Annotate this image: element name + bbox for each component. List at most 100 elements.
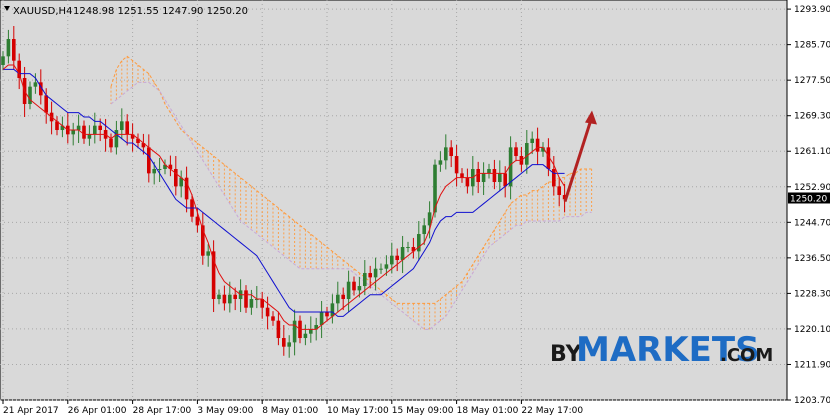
candle-body <box>39 82 43 96</box>
y-tick-label: 1269.30 <box>794 112 830 122</box>
candle-body <box>449 147 453 157</box>
plot-area[interactable] <box>0 0 788 401</box>
candle-body <box>379 268 383 270</box>
candle-body <box>444 147 448 161</box>
candle-body <box>222 294 227 304</box>
chart-header: XAUUSD,H4 1248.98 1251.55 1247.90 1250.2… <box>4 6 248 17</box>
candle-body <box>492 169 497 183</box>
candle-body <box>341 294 345 300</box>
candle-body <box>395 255 399 261</box>
candle-body <box>211 251 216 300</box>
candle-body <box>357 286 362 291</box>
candle-body <box>114 130 119 148</box>
candle-body <box>276 320 281 339</box>
tenkan-sen-line <box>2 64 566 330</box>
y-tick-label: 1236.50 <box>794 254 830 264</box>
candle-body <box>260 299 264 308</box>
candle-body <box>352 281 356 291</box>
candle-body <box>44 95 48 113</box>
forecast-arrow-shaft <box>563 116 594 202</box>
candle-body <box>179 177 183 187</box>
time-axis[interactable]: 21 Apr 2017 26 Apr 01:00 28 Apr 17:00 3 May… <box>2 400 583 416</box>
candle-body <box>390 255 394 265</box>
candle-body <box>319 312 324 326</box>
candle-body <box>292 320 297 343</box>
candle-body <box>157 169 162 171</box>
candle-body <box>303 333 308 339</box>
candle-body <box>184 177 189 200</box>
x-tick-label: 10 May 17:00 <box>327 406 389 416</box>
candle-body <box>330 303 335 317</box>
candle-body <box>417 234 421 252</box>
candle-body <box>422 225 426 235</box>
x-tick-label: 26 Apr 01:00 <box>68 406 127 416</box>
candle-body <box>287 342 291 347</box>
candle-body <box>152 169 156 174</box>
x-tick-label: 28 Apr 17:00 <box>133 406 192 416</box>
candle-body <box>346 281 351 300</box>
candle-body <box>433 164 437 213</box>
watermark-markets: MARKETS <box>576 330 760 370</box>
candle-body <box>33 82 38 87</box>
candle-body <box>168 164 173 170</box>
candle-body <box>454 156 459 174</box>
candle-body <box>130 134 135 139</box>
candle-body <box>476 169 480 183</box>
y-tick-label: 1252.90 <box>794 183 830 193</box>
candle-body <box>76 125 81 131</box>
candle-body <box>562 195 567 200</box>
y-tick-label: 1220.10 <box>794 325 830 335</box>
candle-body <box>400 247 405 261</box>
candle-body <box>147 147 151 174</box>
y-tick-label: 1293.90 <box>794 5 830 15</box>
candle-body <box>206 251 210 256</box>
candle-body <box>481 173 486 183</box>
price-axis[interactable]: 1293.90 1285.70 1277.50 1269.30 1261.10 1252.… <box>787 5 830 406</box>
candle-body <box>87 134 92 139</box>
candle-body <box>427 212 432 226</box>
senkou-span-b-line <box>110 81 592 330</box>
candle-body <box>411 247 416 252</box>
candle-body <box>325 312 329 317</box>
dropdown-triangle-icon[interactable] <box>4 6 10 11</box>
candle-body <box>174 169 178 187</box>
candle-body <box>109 138 113 148</box>
indicator-lines <box>2 64 566 330</box>
candle-body <box>336 294 340 304</box>
current-price-label: 1250.20 <box>790 194 827 204</box>
candle-body <box>12 39 16 61</box>
y-tick-label: 1203.70 <box>794 396 830 406</box>
x-tick-label: 18 May 01:00 <box>457 406 519 416</box>
candle-body <box>465 177 470 187</box>
candle-body <box>125 121 129 135</box>
candle-body <box>541 147 545 152</box>
forecast-arrow <box>563 110 597 202</box>
candle-body <box>136 138 140 144</box>
kijun-sen-line <box>3 68 565 317</box>
candle-body <box>309 329 313 334</box>
candle-body <box>557 186 561 196</box>
x-tick-label: 3 May 09:00 <box>197 406 253 416</box>
candle-body <box>141 143 146 148</box>
x-tick-label: 21 Apr 2017 <box>3 406 59 416</box>
candle-body <box>93 125 97 135</box>
candle-body <box>82 125 86 139</box>
watermark-com: .COM <box>720 345 773 366</box>
candle-body <box>120 121 124 131</box>
candle-body <box>71 130 75 135</box>
y-tick-label: 1261.10 <box>794 147 830 157</box>
candle-body <box>201 225 205 256</box>
candle-body <box>1 56 5 66</box>
candle-body <box>6 39 11 57</box>
candle-body <box>546 147 551 170</box>
watermark: BY MARKETS .COM <box>550 330 773 370</box>
candle-body <box>530 138 534 144</box>
y-tick-label: 1244.70 <box>794 218 830 228</box>
candle-body <box>368 273 372 278</box>
senkou-span-a-line <box>110 55 592 304</box>
forecast-arrow-head <box>585 110 597 125</box>
candle-body <box>265 307 270 317</box>
candle-body <box>233 294 237 300</box>
